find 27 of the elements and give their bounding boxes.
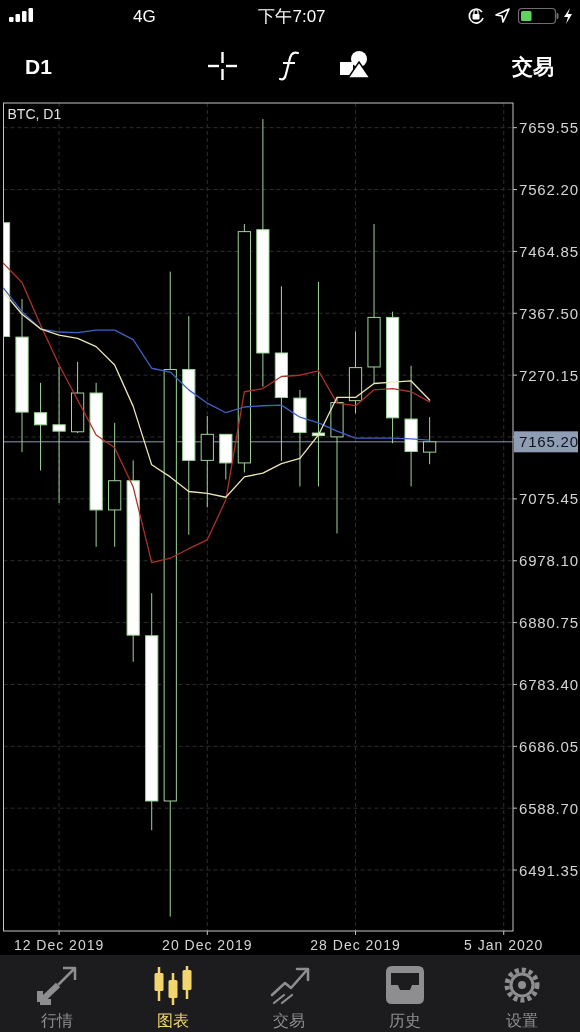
text: 图表: [157, 1012, 189, 1029]
y-tick-label: 7659.55: [519, 119, 579, 137]
text: 交易: [273, 1012, 305, 1029]
y-tick-label: 6783.40: [519, 675, 579, 693]
y-tick-label: 7562.20: [519, 181, 579, 199]
y-tick-label: 7464.85: [519, 242, 579, 260]
y-tick-label: 7367.50: [519, 304, 579, 322]
text: 行情: [41, 1012, 73, 1029]
text: 下午7:07: [258, 7, 326, 26]
y-tick-label: 6686.05: [519, 737, 579, 755]
text: D1: [25, 55, 53, 78]
x-tick-label: 20 Dec 2019: [162, 937, 253, 953]
y-tick-label: 6491.35: [519, 861, 579, 879]
x-tick-label: 28 Dec 2019: [310, 937, 401, 953]
text: 设置: [506, 1012, 538, 1029]
text: 4G: [133, 7, 156, 26]
y-tick-label: 6978.10: [519, 552, 579, 570]
y-tick-label: 7075.45: [519, 490, 579, 508]
y-tick-label: 6880.75: [519, 614, 579, 632]
x-tick-label: 5 Jan 2020: [464, 937, 544, 953]
text: 交易: [511, 55, 554, 78]
chart-title: BTC, D1: [7, 106, 62, 122]
y-tick-label: 6588.70: [519, 799, 579, 817]
text: 历史: [389, 1012, 421, 1029]
y-tick-label: 7270.15: [519, 366, 579, 384]
x-tick-label: 12 Dec 2019: [13, 937, 105, 953]
ref-line-label: 7165.20: [519, 433, 579, 451]
